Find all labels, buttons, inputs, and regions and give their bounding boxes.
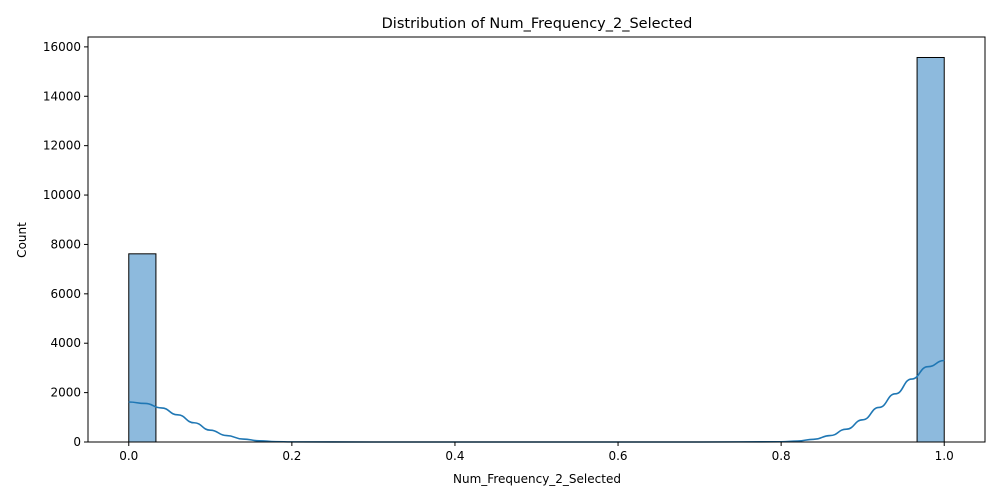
y-tick-label: 16000 — [43, 40, 81, 54]
x-tick-label: 0.4 — [445, 449, 464, 463]
x-tick-label: 0.6 — [608, 449, 627, 463]
histogram-bar-1 — [916, 56, 945, 443]
x-axis-label: Num_Frequency_2_Selected — [453, 472, 621, 486]
x-tick-label: 0.2 — [282, 449, 301, 463]
x-axis: 0.0 0.2 0.4 0.6 0.8 1.0 — [119, 442, 954, 463]
y-tick-label: 2000 — [50, 386, 81, 400]
y-tick-label: 0 — [73, 435, 81, 449]
y-tick-label: 6000 — [50, 287, 81, 301]
y-tick-label: 10000 — [43, 188, 81, 202]
plot-frame — [87, 36, 986, 443]
kde-curve — [128, 359, 945, 443]
y-tick-label: 8000 — [50, 237, 81, 251]
chart-title: Distribution of Num_Frequency_2_Selected — [382, 16, 693, 32]
x-tick-label: 0.8 — [772, 449, 791, 463]
plot-area — [128, 56, 945, 443]
y-tick-label: 14000 — [43, 89, 81, 103]
y-axis: 0 2000 4000 6000 8000 10000 12000 14000 16000 — [43, 40, 88, 449]
y-axis-label: Count — [15, 222, 29, 258]
x-tick-label: 1.0 — [935, 449, 954, 463]
histogram-bar-0 — [128, 253, 157, 443]
y-tick-label: 4000 — [50, 336, 81, 350]
x-tick-label: 0.0 — [119, 449, 138, 463]
y-tick-label: 12000 — [43, 139, 81, 153]
